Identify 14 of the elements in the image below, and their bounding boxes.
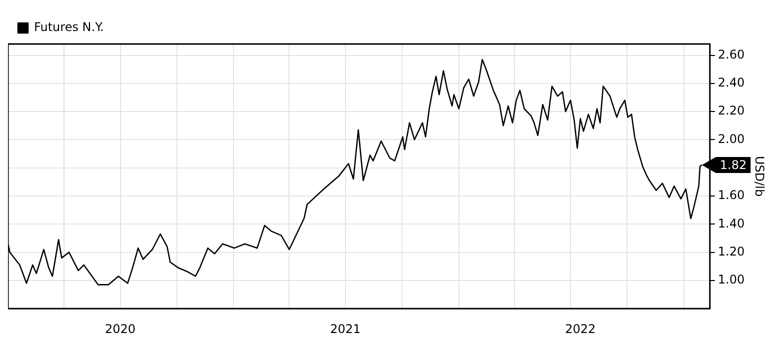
x-tick-label: 2021	[330, 322, 361, 336]
legend-label: Futures N.Y.	[34, 20, 104, 34]
y-tick-label: 2.60	[718, 47, 745, 62]
y-tick-label: 2.20	[718, 104, 745, 118]
y-tick-label: 2.00	[718, 132, 745, 146]
y-tick-label: 2.40	[718, 76, 745, 90]
y-tick-label: 1.40	[718, 216, 745, 230]
y-tick-label: 1.00	[718, 272, 745, 287]
annotation: 1.82	[720, 158, 747, 172]
y-axis-title: USD/lb	[752, 156, 767, 197]
y-tick-label: 1.20	[718, 244, 745, 258]
x-tick-label: 2022	[565, 322, 596, 336]
y-tick-label: 1.60	[718, 188, 745, 202]
x-tick-label: 2020	[104, 322, 136, 336]
